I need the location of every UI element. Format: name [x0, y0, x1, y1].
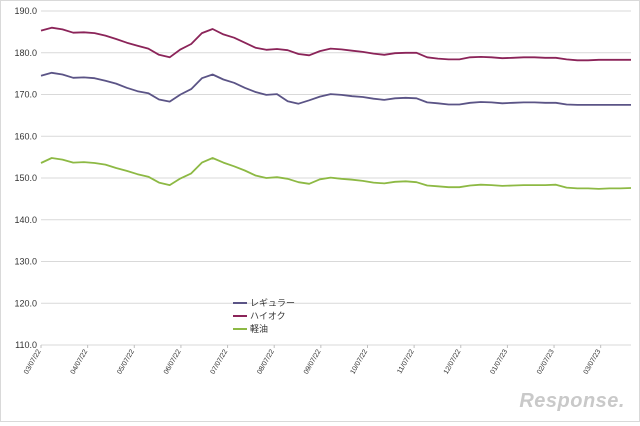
x-tick-label: 10/07/22 — [350, 348, 370, 375]
x-tick-label: 04/07/22 — [70, 348, 90, 375]
y-tick-label: 190.0 — [14, 6, 37, 16]
legend-label-1: ハイオク — [250, 311, 286, 321]
x-axis: 03/07/22 04/07/22 05/07/22 06/07/22 07/07/22… — [23, 345, 602, 376]
x-tick-label: 07/07/22 — [210, 348, 230, 375]
chart-series — [40, 26, 632, 190]
series-line-0 — [40, 71, 631, 106]
series-line-2 — [40, 157, 632, 190]
x-tick-label: 01/07/23 — [489, 348, 509, 375]
y-tick-label: 130.0 — [14, 257, 37, 267]
x-tick-label: 06/07/22 — [163, 348, 183, 375]
x-tick-label: 02/07/23 — [536, 348, 556, 375]
y-tick-label: 150.0 — [14, 173, 37, 183]
legend-label-0: レギュラー — [250, 298, 295, 308]
x-tick-label: 03/07/23 — [583, 348, 603, 375]
x-tick-label: 11/07/22 — [396, 348, 415, 375]
x-tick-label: 03/07/22 — [23, 348, 43, 375]
legend-label-2: 軽油 — [250, 323, 268, 334]
x-tick-label: 05/07/22 — [116, 348, 136, 375]
y-axis: 110.0 120.0 130.0 140.0 150.0 160.0 170.0 180.0… — [14, 6, 37, 350]
x-tick-label: 09/07/22 — [303, 348, 323, 375]
y-tick-label: 140.0 — [14, 215, 37, 225]
y-tick-label: 170.0 — [14, 90, 37, 100]
x-tick-label: 08/07/22 — [256, 348, 276, 375]
y-tick-label: 180.0 — [14, 48, 37, 58]
response-watermark-logo: Response. — [519, 390, 625, 412]
x-tick-label: 12/07/22 — [443, 348, 463, 375]
y-tick-label: 110.0 — [15, 340, 37, 350]
y-tick-label: 120.0 — [14, 298, 37, 308]
y-tick-label: 160.0 — [14, 131, 37, 141]
series-line-1 — [40, 26, 631, 62]
